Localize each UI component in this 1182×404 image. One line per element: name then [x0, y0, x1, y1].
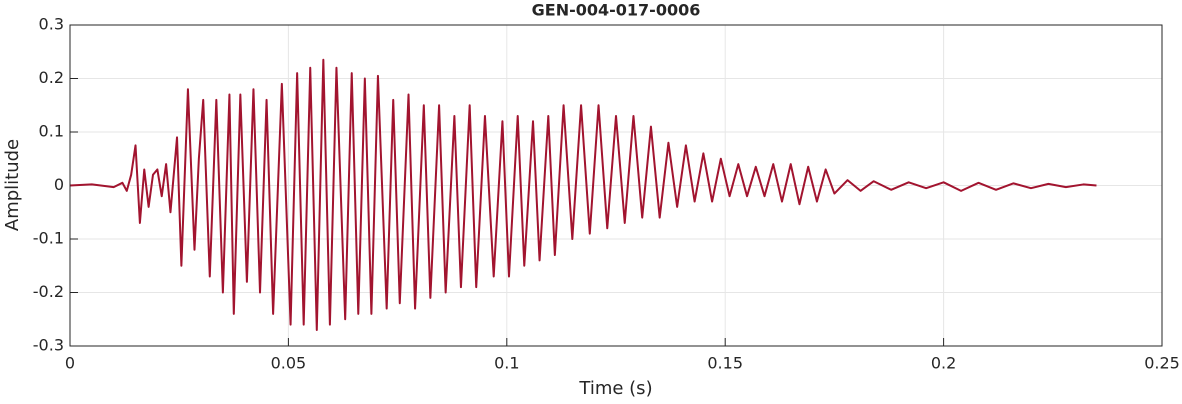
y-tick-label: 0.3 [39, 15, 64, 34]
y-tick-label: 0.1 [39, 122, 64, 141]
y-tick-label: 0.2 [39, 68, 64, 87]
x-tick-label: 0 [65, 354, 75, 373]
x-tick-label: 0.1 [494, 354, 519, 373]
x-tick-label: 0.15 [707, 354, 743, 373]
y-tick-label: -0.2 [33, 282, 64, 301]
waveform-line [69, 58, 1097, 331]
y-axis-label: Amplitude [2, 139, 23, 231]
plot-frame [69, 24, 1163, 347]
x-tick-label: 0.05 [271, 354, 307, 373]
y-tick-label: -0.1 [33, 229, 64, 248]
x-tick-label: 0.25 [1144, 354, 1180, 373]
x-axis-label: Time (s) [578, 378, 652, 399]
x-tick-label: 0.2 [931, 354, 956, 373]
y-tick-label: 0 [54, 175, 64, 194]
y-tick-label: -0.3 [33, 336, 64, 355]
chart-title: GEN-004-017-0006 [532, 1, 701, 20]
